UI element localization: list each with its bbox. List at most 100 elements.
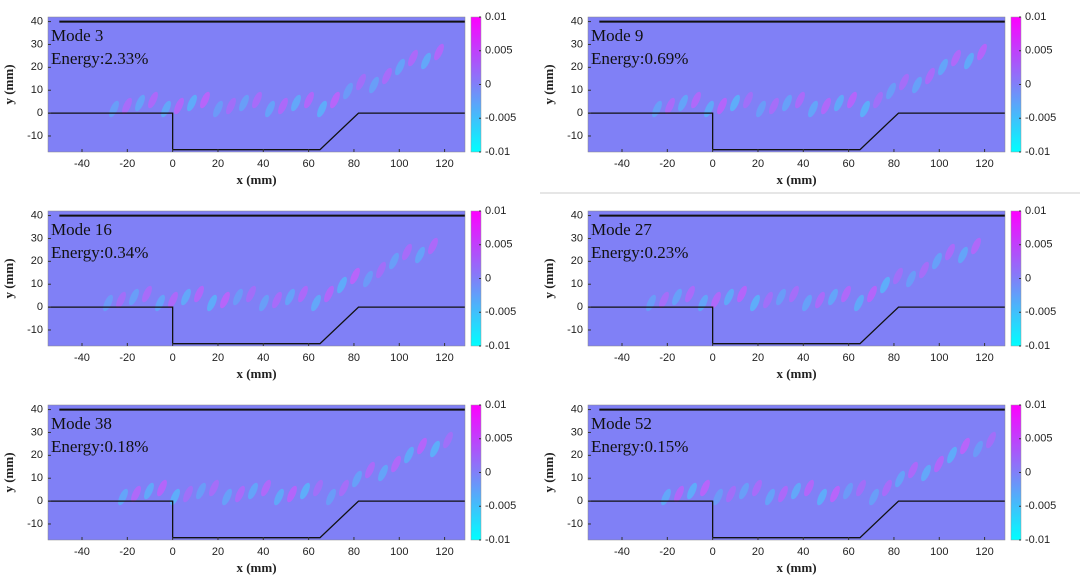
x-tick-label: 100 [930,158,948,170]
x-tick-label: -40 [614,158,630,170]
energy-label: Energy:0.69% [591,49,688,68]
x-tick-label: 0 [710,352,716,364]
colorbar-tick-label: 0.005 [1025,433,1053,445]
wave-blob [213,100,223,118]
x-tick-label: 20 [212,158,224,170]
wave-blob [973,440,983,458]
wave-blob [789,285,799,303]
x-tick-label: 60 [843,158,855,170]
colorbar-tick-label: 0.01 [485,205,506,217]
y-tick-label: 10 [571,472,583,484]
wave-blob [363,270,373,288]
panel: -40 -20 0 20 40 60 80 100 120 -10 0 10 20 30 40 x (mm) y… [541,11,1056,187]
wave-blob [899,73,909,91]
x-tick-label: -40 [74,546,90,558]
colorbar-tick-label: 0.01 [485,399,506,411]
y-tick-label: 0 [577,495,583,507]
y-tick-label: -10 [27,324,43,336]
wave-blob [867,285,877,303]
wave-blob [261,479,271,497]
x-tick-label: -40 [614,546,630,558]
wave-pattern [646,237,981,312]
y-tick-label: 20 [31,61,43,73]
wave-blob [700,479,710,497]
wave-blob [880,276,890,294]
colorbar-tick-label: -0.005 [1025,306,1056,318]
y-tick-label: 20 [31,255,43,267]
y-tick-label: 40 [571,15,583,27]
wave-blob [391,455,401,473]
wave-blob [330,91,340,109]
panel: -40 -20 0 20 40 60 80 100 120 -10 0 10 20 30 40 x (mm) y… [541,399,1056,575]
wave-blob [778,485,788,503]
wave-blob [326,488,336,506]
wave-blob [434,43,444,61]
x-tick-label: 100 [390,158,408,170]
wave-blob [869,488,879,506]
colorbar-tick-label: -0.01 [485,340,510,352]
plot-frame [587,210,1006,347]
panel: -40 -20 0 20 40 60 80 100 120 -10 0 10 20 30 40 x (mm) y… [1,205,516,381]
colorbar-tick-label: 0.01 [1025,399,1046,411]
wave-blob [116,291,126,309]
boundary-line [48,500,465,539]
wave-blob [376,261,386,279]
x-tick-label: -20 [119,352,135,364]
wave-blob [317,100,327,118]
wave-blob [960,437,970,455]
wave-blob [821,97,831,115]
wave-blob [808,100,818,118]
wave-blob [847,91,857,109]
y-axis-label: y (mm) [541,452,556,492]
wave-blob [854,294,864,312]
x-tick-label: -20 [119,546,135,558]
colorbar-tick-label: -0.005 [485,112,516,124]
wave-blob [763,291,773,309]
wave-blob [895,470,905,488]
wave-blob [443,431,453,449]
wave-blob [239,94,249,112]
energy-label: Energy:0.15% [591,437,688,456]
x-tick-label: -40 [74,158,90,170]
wave-blob [986,431,996,449]
y-tick-label: 30 [571,232,583,244]
wave-blob [687,482,697,500]
colorbar-tick-label: 0.01 [485,11,506,23]
field-background [588,211,1005,346]
wave-blob [235,485,245,503]
wave-blob [743,91,753,109]
wave-blob [971,237,981,255]
wave-blob [830,485,840,503]
panel: -40 -20 0 20 40 60 80 100 120 -10 0 10 20 30 40 x (mm) y… [1,399,516,575]
mode-title: Mode 27 [591,220,652,239]
wave-blob [873,91,883,109]
y-tick-label: 40 [31,15,43,27]
wave-blob [908,461,918,479]
wave-blob [248,482,258,500]
colorbar-tick-label: -0.005 [485,500,516,512]
colorbar-tick-label: 0 [485,272,491,284]
plot-frame [47,16,466,153]
wave-blob [129,288,139,306]
wave-blob [893,267,903,285]
x-tick-label: 100 [390,546,408,558]
wave-blob [886,82,896,100]
x-axis-label: x (mm) [236,560,276,575]
x-tick-label: 120 [975,546,993,558]
y-tick-label: 10 [31,84,43,96]
y-tick-label: 40 [571,403,583,415]
wave-blob [791,482,801,500]
wave-blob [951,49,961,67]
colorbar-tick-label: 0 [1025,466,1031,478]
wave-blob [828,288,838,306]
y-axis-label: y (mm) [1,64,16,104]
wave-blob [285,288,295,306]
x-tick-label: -20 [659,546,675,558]
y-axis-label: y (mm) [1,452,16,492]
boundary-line [588,500,1005,539]
x-tick-label: 80 [888,352,900,364]
wave-blob [252,91,262,109]
x-axis-label: x (mm) [236,366,276,381]
wave-blob [860,100,870,118]
colorbar-tick-label: 0.01 [1025,205,1046,217]
